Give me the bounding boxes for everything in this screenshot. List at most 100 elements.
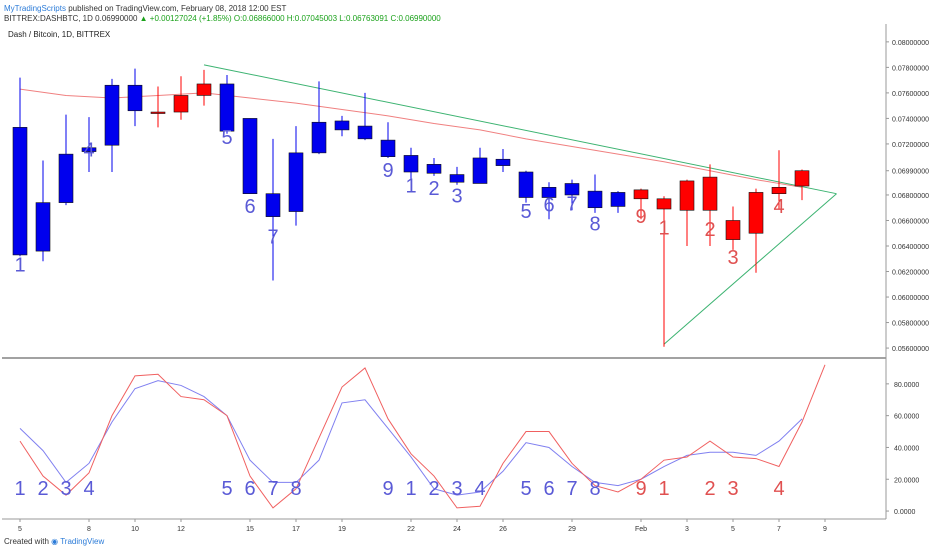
candle [633, 188, 649, 220]
price-tick-label: 0.08000000 [892, 40, 929, 47]
oscillator-count-label: 8 [589, 478, 600, 500]
moving-average-layer [19, 88, 803, 188]
author-link[interactable]: MyTradingScripts [4, 4, 66, 13]
candle [58, 114, 74, 206]
price-count-label: 3 [451, 186, 462, 208]
candle [242, 118, 258, 194]
candle [173, 76, 189, 120]
candle-body [564, 183, 580, 196]
candle [656, 196, 672, 347]
oscillator-count-label: 5 [221, 478, 232, 500]
candle [334, 115, 350, 137]
time-tick-label: 8 [87, 526, 91, 533]
candle-body [12, 127, 28, 256]
candle [587, 174, 603, 213]
candle-body [794, 170, 810, 187]
time-tick-label: 5 [18, 526, 22, 533]
candle [702, 164, 718, 246]
axes-layer: 0.08000000 0.07800000 0.07600000 0.07400000… [18, 40, 929, 533]
candle [104, 78, 120, 172]
candle [196, 69, 212, 106]
candle [150, 86, 166, 128]
price-count-label: 2 [704, 219, 715, 241]
candle [265, 138, 281, 281]
candle-body [35, 202, 51, 252]
published-text: published on TradingView.com, February 0… [68, 4, 287, 13]
candles-layer [12, 68, 810, 347]
created-with-text: Created with [4, 537, 49, 546]
time-tick-label: 17 [292, 526, 300, 533]
oscillator-count-label: 1 [658, 478, 669, 500]
oscillator-count-label: 3 [727, 478, 738, 500]
price-tick-label: 0.07200000 [892, 142, 929, 149]
candle-body [265, 193, 281, 217]
price-tick-label: 0.06600000 [892, 218, 929, 225]
price-tick-label: 0.05600000 [892, 346, 929, 353]
price-count-label: 9 [382, 160, 393, 182]
candle-body [173, 95, 189, 113]
candle [81, 117, 97, 172]
price-count-label: 3 [727, 247, 738, 269]
oscillator-count-label: 4 [773, 478, 784, 500]
tradingview-logo-text[interactable]: TradingView [60, 537, 105, 546]
oscillator-tick-label: 20.0000 [894, 477, 919, 484]
candle [564, 179, 580, 211]
candle [771, 150, 787, 209]
candle-body [311, 121, 327, 154]
candle [219, 75, 235, 134]
price-count-label: 7 [566, 193, 577, 215]
oscillator-count-label: 9 [382, 478, 393, 500]
oscillator-count-label: 3 [451, 478, 462, 500]
candle-body [403, 155, 419, 173]
oscillator-k-line [19, 380, 803, 496]
candle-body [610, 192, 626, 207]
time-tick-label: Feb [635, 526, 647, 533]
price-count-label: 2 [428, 178, 439, 200]
time-tick-label: 10 [131, 526, 139, 533]
candle-body [196, 83, 212, 96]
candle-body [334, 120, 350, 131]
time-tick-label: 15 [246, 526, 254, 533]
candle [127, 68, 143, 127]
candle-body [127, 84, 143, 112]
candle [518, 170, 534, 203]
symbol-text: BITTREX:DASHBTC, 1D [4, 14, 93, 23]
price-count-label: 7 [267, 226, 278, 248]
oscillator-count-label: 2 [704, 478, 715, 500]
candle-body [633, 189, 649, 200]
footer: Created with ◉ TradingView [4, 537, 104, 546]
oscillator-count-label: 2 [428, 478, 439, 500]
price-count-label: 4 [773, 196, 784, 218]
price-count-label: 8 [589, 214, 600, 236]
price-count-label: 4 [83, 140, 94, 162]
candle-body [541, 187, 557, 198]
candle-body [242, 118, 258, 194]
oscillator-count-label: 7 [566, 478, 577, 500]
chart-title: Dash / Bitcoin, 1D, BITTREX [8, 30, 111, 39]
candle [725, 206, 741, 250]
candle [288, 126, 304, 226]
time-tick-label: 12 [177, 526, 185, 533]
candle [426, 157, 442, 176]
price-tick-label: 0.07400000 [892, 116, 929, 123]
candle-body [380, 139, 396, 157]
last-price: 0.06990000 [95, 14, 138, 23]
time-tick-label: 5 [731, 526, 735, 533]
candle-body [449, 174, 465, 183]
oscillator-count-label: 8 [290, 478, 301, 500]
oscillator-count-label: 6 [244, 478, 255, 500]
time-tick-label: 29 [568, 526, 576, 533]
candle-body [104, 84, 120, 146]
moving-average-line [19, 88, 803, 188]
oscillator-count-label: 3 [60, 478, 71, 500]
candle-body [150, 111, 166, 114]
price-tick-label: 0.06990000 [892, 169, 929, 176]
price-count-label: 9 [635, 206, 646, 228]
tradingview-logo-icon: ◉ [51, 537, 59, 546]
candle-body [702, 176, 718, 211]
trendline-2 [663, 193, 837, 345]
candle [472, 147, 488, 184]
